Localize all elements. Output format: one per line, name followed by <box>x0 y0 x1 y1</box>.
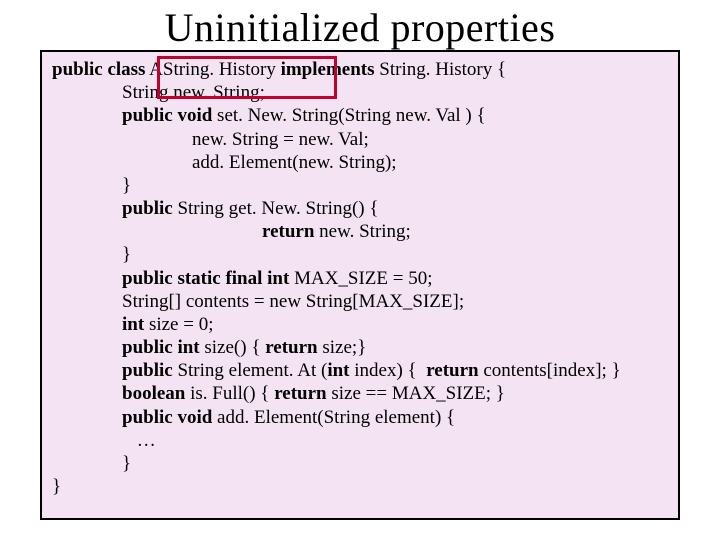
keyword: public static final int <box>122 268 289 289</box>
keyword: boolean <box>122 383 185 404</box>
code-text: new. String; <box>314 221 410 242</box>
code-line: public String element. At (int index) { … <box>52 359 668 382</box>
keyword: int <box>122 314 144 335</box>
code-text: add. Element(new. String); <box>192 152 397 173</box>
code-text: String new. String; <box>122 82 265 103</box>
keyword: return <box>260 337 317 358</box>
keyword: return <box>262 221 314 242</box>
code-line: } <box>52 475 668 498</box>
keyword: return <box>421 360 478 381</box>
code-text: size;} <box>318 337 367 358</box>
code-text: size = 0; <box>144 314 213 335</box>
slide-title: Uninitialized properties <box>0 0 720 51</box>
code-line: String new. String; <box>52 81 668 104</box>
code-line: int size = 0; <box>52 313 668 336</box>
code-line: String[] contents = new String[MAX_SIZE]… <box>52 290 668 313</box>
code-line: … <box>52 429 668 452</box>
keyword: return <box>269 383 326 404</box>
code-text: String element. At ( <box>173 360 328 381</box>
code-line: public int size() { return size;} <box>52 336 668 359</box>
code-line: } <box>52 243 668 266</box>
code-line: public String get. New. String() { <box>52 197 668 220</box>
code-box: public class AString. History implements… <box>40 50 680 520</box>
code-text: String. History { <box>375 59 507 80</box>
code-line: public class AString. History implements… <box>52 58 668 81</box>
code-text: MAX_SIZE = 50; <box>289 268 432 289</box>
code-line: public static final int MAX_SIZE = 50; <box>52 267 668 290</box>
code-text: size == MAX_SIZE; } <box>327 383 505 404</box>
code-text: String[] contents = new String[MAX_SIZE]… <box>122 291 464 312</box>
code-line: } <box>52 174 668 197</box>
code-text: set. New. String(String new. Val ) { <box>212 105 485 126</box>
code-text: AString. History <box>145 59 280 80</box>
code-text: contents[index]; } <box>479 360 621 381</box>
code-line: public void set. New. String(String new.… <box>52 104 668 127</box>
code-text: } <box>122 244 131 265</box>
code-text: index) { <box>350 360 422 381</box>
code-text: new. String = new. Val; <box>192 129 369 150</box>
keyword: implements <box>281 59 375 80</box>
keyword: public <box>122 198 173 219</box>
keyword: int <box>327 360 349 381</box>
code-text: } <box>52 476 61 497</box>
code-line: new. String = new. Val; <box>52 128 668 151</box>
code-line: boolean is. Full() { return size == MAX_… <box>52 382 668 405</box>
keyword: public int <box>122 337 200 358</box>
keyword: public void <box>122 105 212 126</box>
keyword: public <box>122 360 173 381</box>
code-text: … <box>132 430 156 451</box>
code-text: size() { <box>200 337 261 358</box>
code-line: add. Element(new. String); <box>52 151 668 174</box>
code-text: add. Element(String element) { <box>212 407 455 428</box>
code-text: } <box>122 453 131 474</box>
keyword: public void <box>122 407 212 428</box>
code-line: } <box>52 452 668 475</box>
code-line: public void add. Element(String element)… <box>52 406 668 429</box>
code-line: return new. String; <box>52 220 668 243</box>
code-text: is. Full() { <box>185 383 269 404</box>
keyword: public class <box>52 59 145 80</box>
code-text: } <box>122 175 131 196</box>
code-text: String get. New. String() { <box>173 198 379 219</box>
